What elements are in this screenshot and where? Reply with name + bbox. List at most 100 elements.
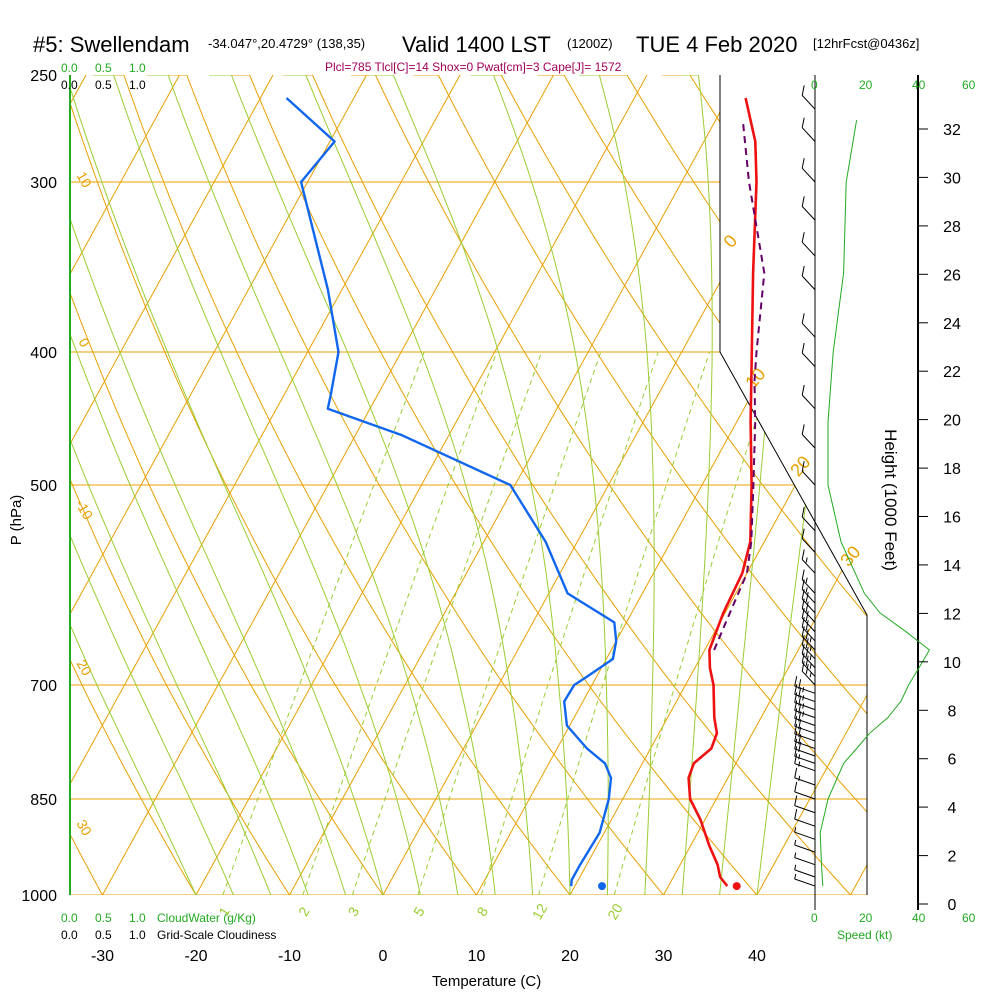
height-tick-label: 10 (943, 655, 961, 672)
surface-dewpoint-dot (598, 882, 606, 891)
wind-barb (801, 643, 816, 669)
wind-barb (801, 626, 816, 651)
isotherm (756, 75, 867, 895)
moist-adiabat (70, 75, 234, 895)
isotherm (663, 75, 867, 895)
wind-barb (801, 158, 816, 183)
mixing-ratio-label: 20 (604, 901, 626, 923)
speed-bot-40: 40 (912, 911, 926, 925)
wind-barb (801, 661, 816, 686)
wind-barb (794, 692, 816, 711)
wind-barb (801, 461, 816, 486)
mixing-ratio-label: 5 (410, 904, 428, 919)
mixing-ratio-label: 3 (345, 904, 363, 919)
temp-tick-label: 10 (468, 948, 486, 965)
cloud-bottom-black-1: 0.5 (95, 928, 112, 942)
dry-adiabat-label: -10 (72, 497, 96, 523)
moist-adiabat (70, 75, 347, 895)
moist-adiabat (92, 75, 421, 895)
mixing-ratio-line-1 (222, 351, 425, 895)
wind-barb (801, 342, 816, 368)
wind-barb (801, 384, 816, 410)
wind-barb (801, 652, 816, 677)
wind-barb (794, 864, 816, 878)
speed-scale: 0 20 40 60 0 20 40 60 Speed (kt) (811, 78, 976, 942)
height-tick-label: 12 (943, 606, 961, 623)
station-coords: -34.047°,20.4729° (138,35) (208, 36, 365, 51)
wind-barb (801, 232, 816, 257)
temp-tick-label: 20 (561, 948, 579, 965)
x-axis-title: Temperature (C) (432, 973, 541, 990)
wind-barb (794, 684, 816, 703)
wind-barb (801, 265, 816, 291)
wind-barb (801, 424, 816, 449)
mixing-ratio-label: 8 (473, 904, 491, 919)
dewpoint-line (285, 97, 618, 887)
dry-adiabat (70, 75, 404, 895)
wind-barb (801, 635, 816, 660)
mixing-ratio-line-3 (351, 351, 543, 895)
theta-label: 20 (786, 452, 814, 480)
height-tick-label: 28 (943, 219, 961, 236)
mixing-ratio-line-8 (480, 351, 659, 895)
chart-header: #5: Swellendam -34.047°,20.4729° (138,35… (33, 32, 919, 74)
forecast-run: [12hrFcst@0436z] (813, 36, 919, 51)
mixing-ratio-line-2 (302, 351, 498, 895)
moist-adiabat (70, 75, 309, 895)
dry-adiabat (599, 75, 867, 895)
cloudiness-label: Grid-Scale Cloudiness (157, 928, 276, 942)
dry-adiabat (537, 75, 867, 895)
temp-tick-label: 30 (655, 948, 673, 965)
wind-barb (801, 506, 816, 532)
cloud-bottom-black-0: 0.0 (61, 928, 78, 942)
mixing-ratio-label: 2 (295, 904, 313, 919)
valid-time: Valid 1400 LST (402, 32, 551, 57)
theta-label: 0 (720, 231, 742, 252)
dry-adiabat (288, 75, 867, 895)
pressure-tick-label: 700 (30, 678, 57, 695)
forecast-date: TUE 4 Feb 2020 (636, 32, 797, 57)
plot-outline (719, 75, 868, 895)
speed-bot-0: 0 (811, 911, 818, 925)
moist-adiabat (70, 75, 384, 895)
cloud-water-label: CloudWater (g/Kg) (157, 911, 256, 925)
speed-label: Speed (kt) (837, 928, 892, 942)
height-tick-label: 18 (943, 461, 961, 478)
moist-adiabat (146, 75, 459, 895)
moist-adiabat (579, 75, 655, 895)
wind-barb (801, 549, 816, 574)
parcel-line (713, 120, 766, 651)
cloud-top-green-0: 0.0 (61, 61, 78, 75)
dry-adiabat (351, 75, 867, 895)
temp-tick-label: 0 (379, 948, 388, 965)
isotherm (289, 75, 741, 895)
speed-bot-60: 60 (962, 911, 976, 925)
wind-barb (801, 85, 816, 110)
dry-adiabat-label: 20 (74, 657, 96, 679)
cloud-top-black-1: 0.5 (95, 78, 112, 92)
wind-barb (794, 839, 816, 853)
wind-panel (794, 85, 931, 887)
height-tick-label: 22 (943, 364, 961, 381)
wind-barb (794, 676, 816, 694)
height-tick-label: 20 (943, 413, 961, 430)
isotherm (850, 75, 867, 895)
wind-barb (794, 746, 816, 764)
moist-adiabat (470, 75, 609, 895)
station-title: #5: Swellendam (33, 32, 190, 57)
dry-adiabat (70, 75, 309, 895)
wind-barb (794, 873, 816, 887)
pressure-tick-label: 1000 (21, 888, 57, 905)
cloud-bottom-black-2: 1.0 (129, 928, 146, 942)
theta-label: 30 (836, 542, 864, 570)
isotherm (102, 75, 554, 895)
thermo-grid (70, 75, 867, 895)
speed-top-0: 0 (811, 78, 818, 92)
pressure-tick-label: 250 (30, 68, 57, 85)
dry-adiabat (413, 75, 867, 895)
dry-adiabat (70, 75, 214, 895)
temp-tick-label: -10 (278, 948, 301, 965)
utc-time: (1200Z) (567, 36, 613, 51)
height-tick-label: 0 (948, 897, 957, 914)
